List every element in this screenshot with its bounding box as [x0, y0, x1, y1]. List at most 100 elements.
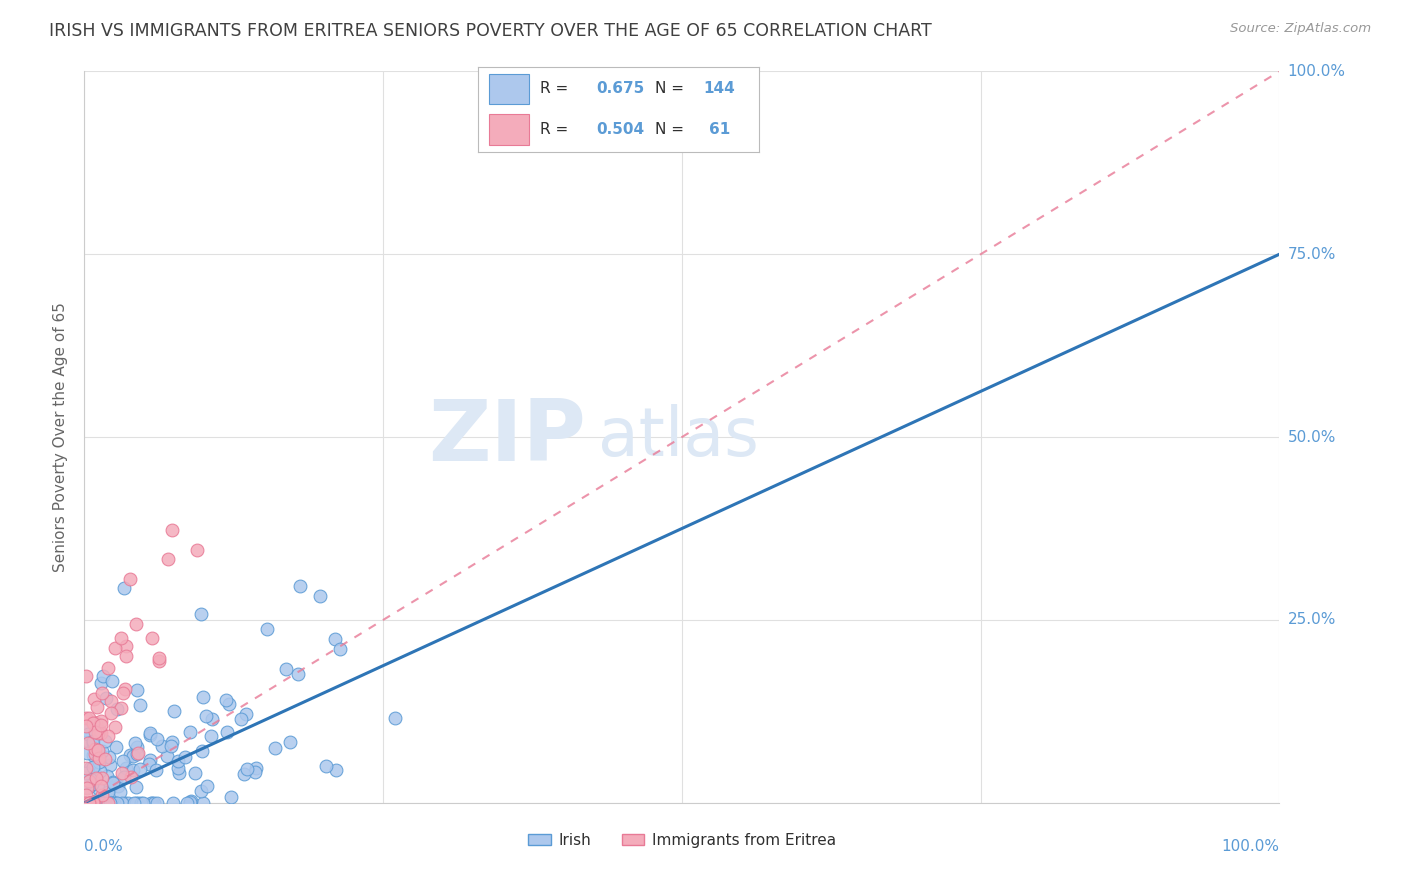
Point [323, 632, 346, 646]
Point [111, 766, 134, 780]
Text: 25.0%: 25.0% [1288, 613, 1336, 627]
Point [97, 750, 120, 764]
Point [167, 761, 190, 775]
Y-axis label: Seniors Poverty Over the Age of 65: Seniors Poverty Over the Age of 65 [53, 302, 69, 572]
Legend: Irish, Immigrants from Eritrea: Irish, Immigrants from Eritrea [522, 827, 842, 854]
Point [195, 779, 218, 793]
Point [79, 796, 101, 810]
Point [101, 775, 124, 789]
Point [218, 697, 240, 711]
Point [201, 712, 224, 726]
Point [141, 796, 163, 810]
Point [86, 796, 108, 810]
Point [139, 728, 162, 742]
Text: 100.0%: 100.0% [1288, 64, 1346, 78]
Point [101, 673, 124, 688]
Point [100, 780, 122, 794]
Point [75, 788, 97, 802]
Point [215, 693, 238, 707]
Point [235, 762, 257, 776]
Point [101, 796, 124, 810]
Point [86, 796, 108, 810]
Point [125, 740, 148, 755]
Point [128, 747, 150, 761]
Point [115, 648, 138, 663]
Point [329, 642, 352, 657]
Point [162, 523, 184, 537]
Point [83, 747, 105, 761]
Point [112, 770, 135, 784]
Point [87, 780, 110, 795]
Point [77, 780, 100, 795]
Point [98, 796, 121, 810]
Point [91, 669, 114, 683]
Point [179, 796, 201, 810]
Point [75, 719, 97, 733]
Point [101, 796, 124, 810]
Point [83, 795, 105, 809]
Text: 50.0%: 50.0% [1288, 430, 1336, 444]
Point [245, 761, 267, 775]
Point [114, 682, 136, 697]
Point [97, 729, 120, 743]
Point [100, 796, 122, 810]
Point [235, 707, 257, 722]
Point [104, 640, 127, 655]
Point [76, 780, 98, 794]
Point [79, 796, 101, 810]
Point [191, 690, 214, 705]
Point [94, 690, 117, 705]
Point [79, 796, 101, 810]
Point [125, 617, 148, 632]
Point [112, 754, 135, 768]
Bar [489, 74, 529, 104]
Point [110, 701, 132, 715]
Point [145, 763, 167, 777]
Point [325, 764, 347, 778]
Point [233, 767, 256, 781]
Point [89, 755, 111, 769]
Point [97, 796, 120, 810]
Point [89, 723, 111, 738]
Point [194, 708, 217, 723]
Point [90, 714, 112, 728]
Point [215, 725, 238, 739]
Point [125, 683, 148, 698]
Point [124, 780, 146, 795]
Point [79, 796, 101, 810]
Point [82, 715, 104, 730]
Point [82, 716, 104, 731]
Point [146, 732, 169, 747]
Point [384, 710, 406, 724]
Text: IRISH VS IMMIGRANTS FROM ERITREA SENIORS POVERTY OVER THE AGE OF 65 CORRELATION : IRISH VS IMMIGRANTS FROM ERITREA SENIORS… [49, 22, 932, 40]
Point [256, 622, 278, 636]
Point [124, 735, 146, 749]
Text: 144: 144 [703, 81, 735, 96]
Point [127, 747, 149, 762]
Point [94, 734, 117, 748]
Point [139, 753, 162, 767]
Point [141, 631, 163, 645]
Point [104, 720, 127, 734]
Point [179, 796, 201, 810]
Text: R =: R = [540, 122, 574, 137]
Point [146, 796, 169, 810]
Point [86, 792, 108, 806]
Point [90, 676, 112, 690]
Point [122, 764, 145, 778]
Point [82, 795, 104, 809]
Point [82, 747, 104, 762]
Point [180, 793, 202, 807]
Point [117, 796, 139, 810]
Point [75, 711, 97, 725]
Point [77, 773, 100, 788]
Point [229, 712, 252, 726]
Point [110, 631, 132, 645]
Point [77, 796, 100, 810]
Point [90, 717, 112, 731]
Point [167, 754, 190, 768]
Point [115, 761, 138, 775]
Point [120, 770, 142, 784]
Point [73, 796, 96, 810]
Point [287, 666, 309, 681]
